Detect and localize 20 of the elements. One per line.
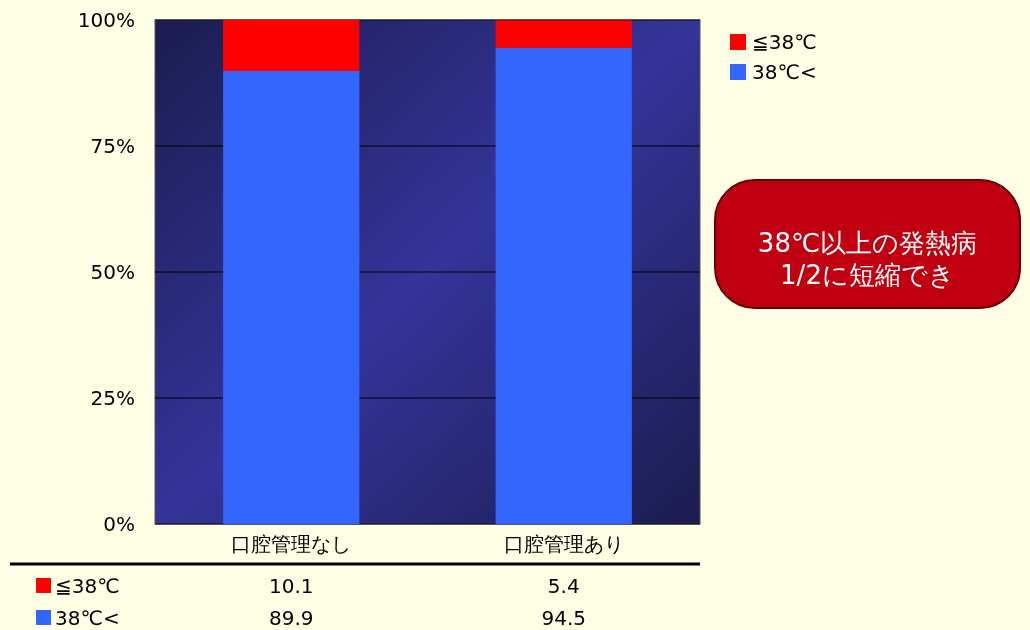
text: 38℃< <box>55 606 120 630</box>
text: ≦38℃ <box>55 574 120 598</box>
x-tick-label: 口腔管理あり <box>503 532 624 556</box>
y-tick-label: 75% <box>90 134 135 158</box>
bar <box>223 70 360 524</box>
y-tick-label: 100% <box>77 8 135 32</box>
data-label: 5.4 <box>547 574 580 598</box>
y-tick-label: 25% <box>90 386 135 410</box>
x-tick-label: 口腔管理なし <box>231 532 352 556</box>
data-label: 94.5 <box>541 606 587 630</box>
data-label: 89.9 <box>268 606 314 630</box>
text: 38℃以上の発熱病 1/2に短縮でき <box>757 228 978 290</box>
bar <box>495 20 632 48</box>
legend-label: 38℃< <box>752 60 817 84</box>
data-label: 10.1 <box>268 574 314 598</box>
bar <box>223 20 360 71</box>
legend-label: ≦38℃ <box>752 30 817 54</box>
y-tick-label: 50% <box>90 260 135 284</box>
y-tick-label: 0% <box>103 512 135 536</box>
bar <box>495 47 632 524</box>
